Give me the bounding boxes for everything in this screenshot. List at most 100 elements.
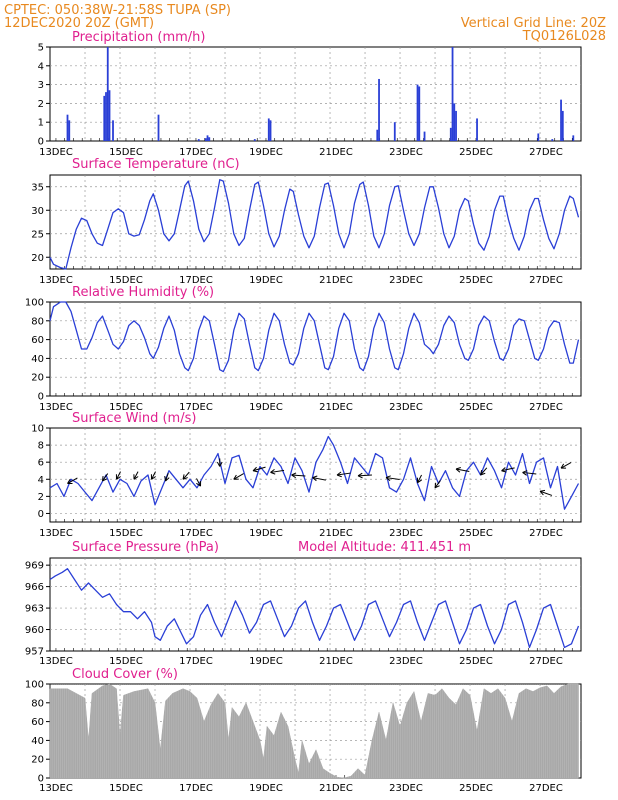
y-tick-label: 0: [38, 137, 44, 148]
wind-arrow-head: [233, 474, 239, 480]
x-tick-label: 21DEC: [319, 528, 353, 539]
y-tick-label: 966: [25, 582, 44, 593]
precip-bar: [572, 135, 575, 141]
x-tick-label: 17DEC: [179, 275, 213, 286]
wind-arrow-shaft: [133, 471, 139, 480]
plot-frame: [49, 557, 582, 652]
precip-bar: [157, 114, 160, 141]
x-tick-label: 25DEC: [459, 275, 493, 286]
wind-arrow-head: [196, 481, 202, 487]
x-tick-label: 25DEC: [459, 528, 493, 539]
panel-title: Surface Temperature (nC): [72, 157, 240, 172]
wind-arrow-shaft: [116, 471, 121, 480]
wind-direction-arrow: [102, 473, 109, 482]
y-tick-label: 963: [25, 604, 44, 615]
wind-direction-arrow: [115, 471, 121, 480]
wind-arrow-head: [102, 475, 108, 482]
cloud-cover-panel: 0 20 40 60 80 100 13DEC 15DEC 17DEC 19DEC 21DEC 23D…: [25, 667, 582, 794]
precip-bar: [204, 138, 207, 141]
precip-bar: [105, 92, 107, 141]
header-model: TQ0126L028: [522, 29, 606, 44]
y-tick-label: 20: [31, 253, 44, 264]
cloud-cover-area: [49, 683, 579, 779]
precip-bar: [416, 84, 419, 141]
wind-arrow-shaft: [165, 472, 169, 482]
wind-arrow-shaft: [102, 473, 109, 482]
wind-arrow-shaft: [196, 478, 201, 487]
wind-arrow-shaft: [151, 471, 156, 480]
wind-arrow-head: [501, 467, 507, 473]
wind-direction-arrow: [216, 458, 223, 467]
precip-bar: [208, 137, 211, 141]
panel-title: Cloud Cover (%): [72, 667, 178, 682]
wind-direction-arrow: [522, 470, 537, 476]
y-tick-label: 957: [25, 647, 44, 658]
wind-direction-arrow: [182, 471, 190, 480]
y-tick-label: 1: [38, 118, 44, 129]
y-tick-label: 6: [38, 458, 44, 469]
y-tick-label: 30: [31, 206, 44, 217]
x-tick-label: 17DEC: [179, 402, 213, 413]
wind-line: [49, 435, 580, 510]
precip-bar: [112, 120, 114, 141]
y-tick-label: 35: [31, 182, 44, 193]
y-tick-label: 80: [31, 698, 44, 709]
wind-arrow-head: [416, 477, 422, 484]
precip-bar: [103, 95, 106, 141]
y-tick-label: 3: [38, 80, 44, 91]
precip-bar: [455, 110, 457, 141]
plot-frame: [49, 301, 582, 397]
plot-frame: [49, 174, 582, 270]
wind-arrow-head: [357, 472, 363, 479]
wind-arrow-head: [150, 474, 156, 480]
wind-arrow-head: [434, 482, 440, 489]
wind-direction-arrow: [150, 471, 156, 480]
x-tick-label: 21DEC: [319, 783, 353, 794]
wind-direction-arrow: [164, 472, 170, 482]
wind-direction-arrow: [233, 473, 244, 480]
wind-arrow-shaft: [233, 473, 244, 480]
x-tick-label: 15DEC: [109, 402, 143, 413]
y-tick-label: 4: [38, 61, 44, 72]
y-tick-label: 40: [31, 354, 44, 365]
y-tick-label: 8: [38, 441, 44, 452]
pressure-panel: 957 960 963 966 969 13DEC 15DEC 17DEC 19DEC 21DEC…: [25, 540, 582, 667]
wind-direction-arrow: [196, 478, 202, 487]
precip-bar: [206, 135, 209, 141]
x-tick-label: 19DEC: [249, 402, 283, 413]
panel-title: Relative Humidity (%): [72, 285, 214, 300]
wind-arrow-head: [133, 474, 139, 480]
wind-arrow-head: [480, 470, 486, 476]
precipitation-panel: 0 1 2 3 4 5 13DEC 15DEC 17DEC 19DEC 21DEC 23DEC 25DE…: [38, 30, 582, 158]
wind-arrow-head: [291, 472, 297, 479]
wind-arrow-shaft: [312, 477, 326, 481]
plot-frame: [49, 46, 582, 142]
x-tick-label: 25DEC: [459, 147, 493, 158]
wind-direction-arrow: [291, 472, 306, 479]
precip-bar: [451, 47, 454, 141]
x-tick-label: 21DEC: [319, 402, 353, 413]
wind-arrow-head: [182, 474, 188, 480]
precip-bar: [269, 120, 272, 141]
y-tick-label: 0: [38, 392, 44, 403]
y-tick-label: 25: [31, 229, 44, 240]
y-tick-label: 4: [38, 475, 44, 486]
wind-arrow-shaft: [270, 469, 285, 473]
x-tick-label: 23DEC: [389, 402, 423, 413]
pressure-line: [49, 568, 580, 649]
wind-direction-arrow: [270, 469, 285, 475]
x-tick-label: 15DEC: [109, 783, 143, 794]
wind-direction-arrow: [67, 477, 78, 485]
wind-arrow-head: [164, 475, 170, 482]
x-tick-label: 13DEC: [39, 783, 73, 794]
y-tick-label: 20: [31, 373, 44, 384]
precip-bar: [106, 47, 109, 141]
wind-panel: 0 2 4 6 8 10 13DEC 15DEC 17DEC 19DEC 21DEC 23DEC 25D…: [31, 411, 582, 539]
wind-arrow-head: [522, 470, 528, 476]
x-tick-label: 27DEC: [529, 528, 563, 539]
wind-arrow-shaft: [182, 471, 190, 480]
temp-line: [49, 179, 580, 270]
x-tick-label: 17DEC: [179, 528, 213, 539]
wind-direction-arrow: [539, 489, 553, 496]
